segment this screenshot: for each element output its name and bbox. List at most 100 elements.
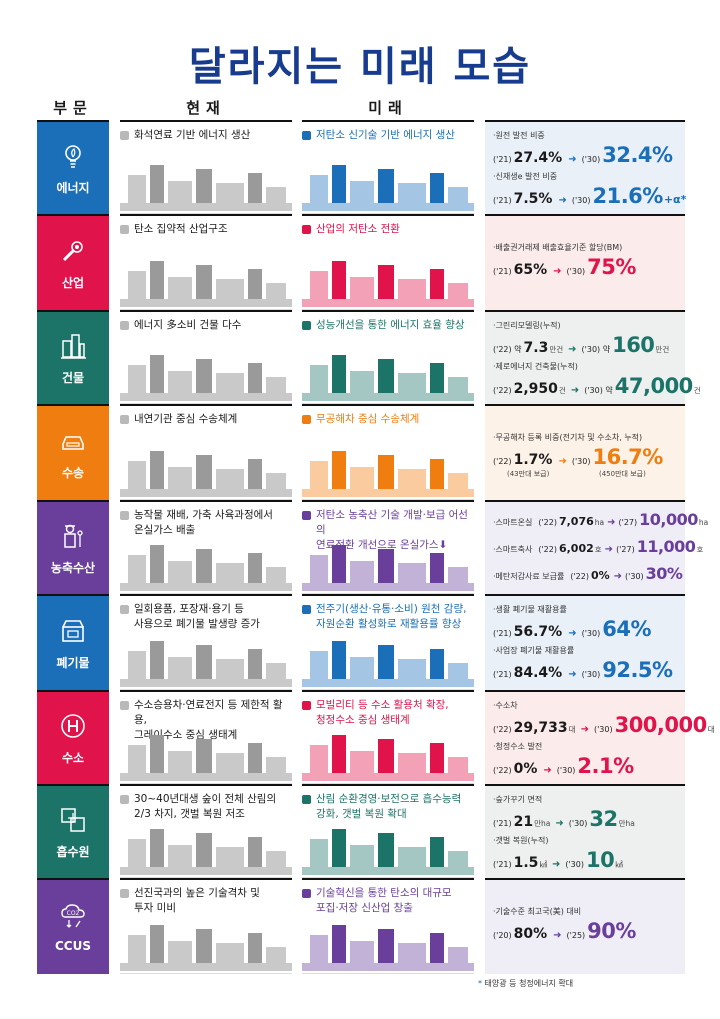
metric-label: ·숲가꾸기 면적 xyxy=(493,795,543,804)
car-icon xyxy=(58,426,88,456)
future-text: 산업의 저탄소 전환 xyxy=(316,223,400,235)
to-year: ('30) xyxy=(581,629,601,638)
future-illustration xyxy=(302,153,474,211)
stats-cell: ·배출권거래제 배출효율기준 할당(BM) ('21) 65% ➜ ('30) 75% xyxy=(485,214,685,310)
metric-label: ·생활 폐기물 재활용률 xyxy=(493,605,567,614)
row-sink: 흡수원 30~40년대생 숲이 전체 산림의 2/3 차지, 갯벌 복원 저조 산림… xyxy=(37,784,685,878)
future-text: 성능개선을 통한 에너지 효율 향상 xyxy=(316,319,465,331)
to-year: ('30) xyxy=(581,670,601,679)
hydrogen-icon xyxy=(58,711,88,741)
from-year: ('22) xyxy=(493,766,512,775)
footnote-text: 태양광 등 청정에너지 확대 xyxy=(484,979,574,988)
arrow-right-icon: ➜ xyxy=(555,818,564,829)
sector-energy: 에너지 xyxy=(37,120,109,214)
recycle-box-icon xyxy=(58,616,88,646)
metric: ·그린리모델링(누적) ('22) 약 7.3 만건 ➜ ('30) 약 160 만건 xyxy=(493,320,677,357)
to-value: 90% xyxy=(587,919,636,943)
checkbox-icon xyxy=(302,415,311,424)
to-unit: 만건 xyxy=(655,345,670,354)
page-title: 달라지는 미래 모습 xyxy=(188,44,532,90)
metric-label: ·제로에너지 건축물(누적) xyxy=(493,362,578,371)
to-value: 300,000 xyxy=(614,713,708,737)
row-waste: 폐기물 일회용품, 포장재·용기 등 사용으로 폐기물 발생량 증가 전주기(생산·… xyxy=(37,594,685,690)
from-value: 80% xyxy=(513,926,548,942)
to-value: 64% xyxy=(602,617,651,641)
from-year: ('21) xyxy=(493,860,512,869)
row-transport: 수송 내연기관 중심 수송체계 무공해차 중심 수송체계 ·무공해차 등록 비중(전기… xyxy=(37,404,685,500)
from-year: ('21) xyxy=(493,155,512,164)
metric-label: ·기술수준 최고국(美) 대비 xyxy=(493,907,582,916)
to-year: ('30) xyxy=(568,819,588,828)
checkbox-icon xyxy=(302,225,311,234)
future-cell: 전주기(생산·유통·소비) 원천 감량, 자원순환 활성화로 재활용률 향상 xyxy=(302,594,474,690)
metric: ·스마트온실 ('22) 7,076 ha ➜ ('27) 10,000 ha xyxy=(493,510,708,529)
metric-label: ·사업장 폐기물 재활용률 xyxy=(493,646,575,655)
metric-label: ·무공해차 등록 비중(전기차 및 수소차, 누적) xyxy=(493,433,643,442)
to-year: ('30) xyxy=(571,196,591,205)
sector-label: CCUS xyxy=(55,939,91,953)
metric: ·사업장 폐기물 재활용률 ('21) 84.4% ➜ ('30) 92.5% xyxy=(493,645,677,682)
from-unit: 만건 xyxy=(549,345,564,354)
to-value: 92.5% xyxy=(602,658,673,682)
to-value: 21.6% xyxy=(592,184,663,208)
wrench-gear-icon xyxy=(58,236,88,266)
sector-label: 흡수원 xyxy=(56,844,90,859)
metric-label: ·갯벌 복원(누적) xyxy=(493,836,549,845)
sector-industry: 산업 xyxy=(37,214,109,310)
header-sector: 부문 xyxy=(53,99,93,117)
sector-label: 폐기물 xyxy=(56,655,90,670)
land-grid-icon xyxy=(58,805,88,835)
sector-label: 산업 xyxy=(61,275,85,290)
arrow-right-icon: ➜ xyxy=(570,385,580,396)
to-year: ('27) xyxy=(618,518,638,527)
checkbox-icon xyxy=(120,511,129,520)
metric-label: ·신재생e 발전 비중 xyxy=(493,172,558,181)
future-cell: 성능개선을 통한 에너지 효율 향상 xyxy=(302,310,474,404)
future-text: 무공해차 중심 수송체계 xyxy=(316,413,420,425)
future-text: 저탄소 신기술 기반 에너지 생산 xyxy=(316,129,455,141)
future-illustration xyxy=(302,533,474,591)
co2-cloud-icon: CO2 xyxy=(58,901,88,931)
from-value: 27.4% xyxy=(513,150,563,166)
to-value: 2.1% xyxy=(577,754,634,778)
stats-cell: ·그린리모델링(누적) ('22) 약 7.3 만건 ➜ ('30) 약 160 만건 ·제로에… xyxy=(485,310,701,404)
present-cell: 선진국과의 높은 기술격차 및 투자 미비 xyxy=(120,878,292,974)
sector-label: 수송 xyxy=(61,465,85,480)
present-illustration xyxy=(120,249,292,307)
checkbox-icon xyxy=(120,701,129,710)
metric-label: ·수소차 xyxy=(493,701,518,710)
from-value: 0% xyxy=(590,569,610,582)
from-unit: ha xyxy=(594,518,605,527)
checkbox-icon xyxy=(120,225,129,234)
future-cell: 무공해차 중심 수송체계 xyxy=(302,404,474,500)
present-illustration xyxy=(120,533,292,591)
future-cell: 산업의 저탄소 전환 xyxy=(302,214,474,310)
present-text: 30~40년대생 숲이 전체 산림의 2/3 차지, 갯벌 복원 저조 xyxy=(134,793,277,820)
present-cell: 에너지 多소비 건물 다수 xyxy=(120,310,292,404)
metric: ·갯벌 복원(누적) ('21) 1.5 ㎢ ➜ ('30) 10 ㎢ xyxy=(493,835,677,872)
checkbox-icon xyxy=(302,889,311,898)
to-unit: 대 xyxy=(707,725,715,734)
stats-cell: ·숲가꾸기 면적 ('21) 21 만ha ➜ ('30) 32 만ha ·갯벌 복원(누적)(… xyxy=(485,784,685,878)
checkbox-icon xyxy=(120,605,129,614)
present-text: 에너지 多소비 건물 다수 xyxy=(134,319,242,331)
metric: ·숲가꾸기 면적 ('21) 21 만ha ➜ ('30) 32 만ha xyxy=(493,794,677,831)
future-cell: 모빌리티 등 수소 활용처 확장, 청정수소 중심 생태계 xyxy=(302,690,474,784)
row-industry: 산업 탄소 집약적 산업구조 산업의 저탄소 전환 ·배출권거래제 배출효율기준 할당… xyxy=(37,214,685,310)
metric: ·제로에너지 건축물(누적) ('22) 2,950 건 ➜ ('30) 약 47,000 건 xyxy=(493,361,701,398)
future-cell: 기술혁신을 통한 탄소의 대규모 포집·저장 신산업 창출 xyxy=(302,878,474,974)
row-ccus: CO2 CCUS 선진국과의 높은 기술격차 및 투자 미비 기술혁신을 통한 탄소의… xyxy=(37,878,685,974)
present-text: 탄소 집약적 산업구조 xyxy=(134,223,228,235)
to-value: 11,000 xyxy=(636,537,696,556)
future-text: 기술혁신을 통한 탄소의 대규모 포집·저장 신산업 창출 xyxy=(316,887,452,914)
metric: ·스마트축사 ('22) 6,002 호 ➜ ('27) 11,000 호 xyxy=(493,537,703,556)
present-text: 내연기관 중심 수송체계 xyxy=(134,413,238,425)
from-unit: 건 xyxy=(558,386,566,395)
header-future: 미래 xyxy=(368,99,408,117)
from-unit: ㎢ xyxy=(539,860,547,869)
from-value: 21 xyxy=(513,814,534,830)
lightbulb-leaf-icon xyxy=(58,141,88,171)
metric: ·메탄저감사료 보급률 ('22) 0% ➜ ('30) 30% xyxy=(493,564,683,583)
arrow-right-icon: ➜ xyxy=(580,724,589,735)
from-value: 0% xyxy=(513,761,538,777)
